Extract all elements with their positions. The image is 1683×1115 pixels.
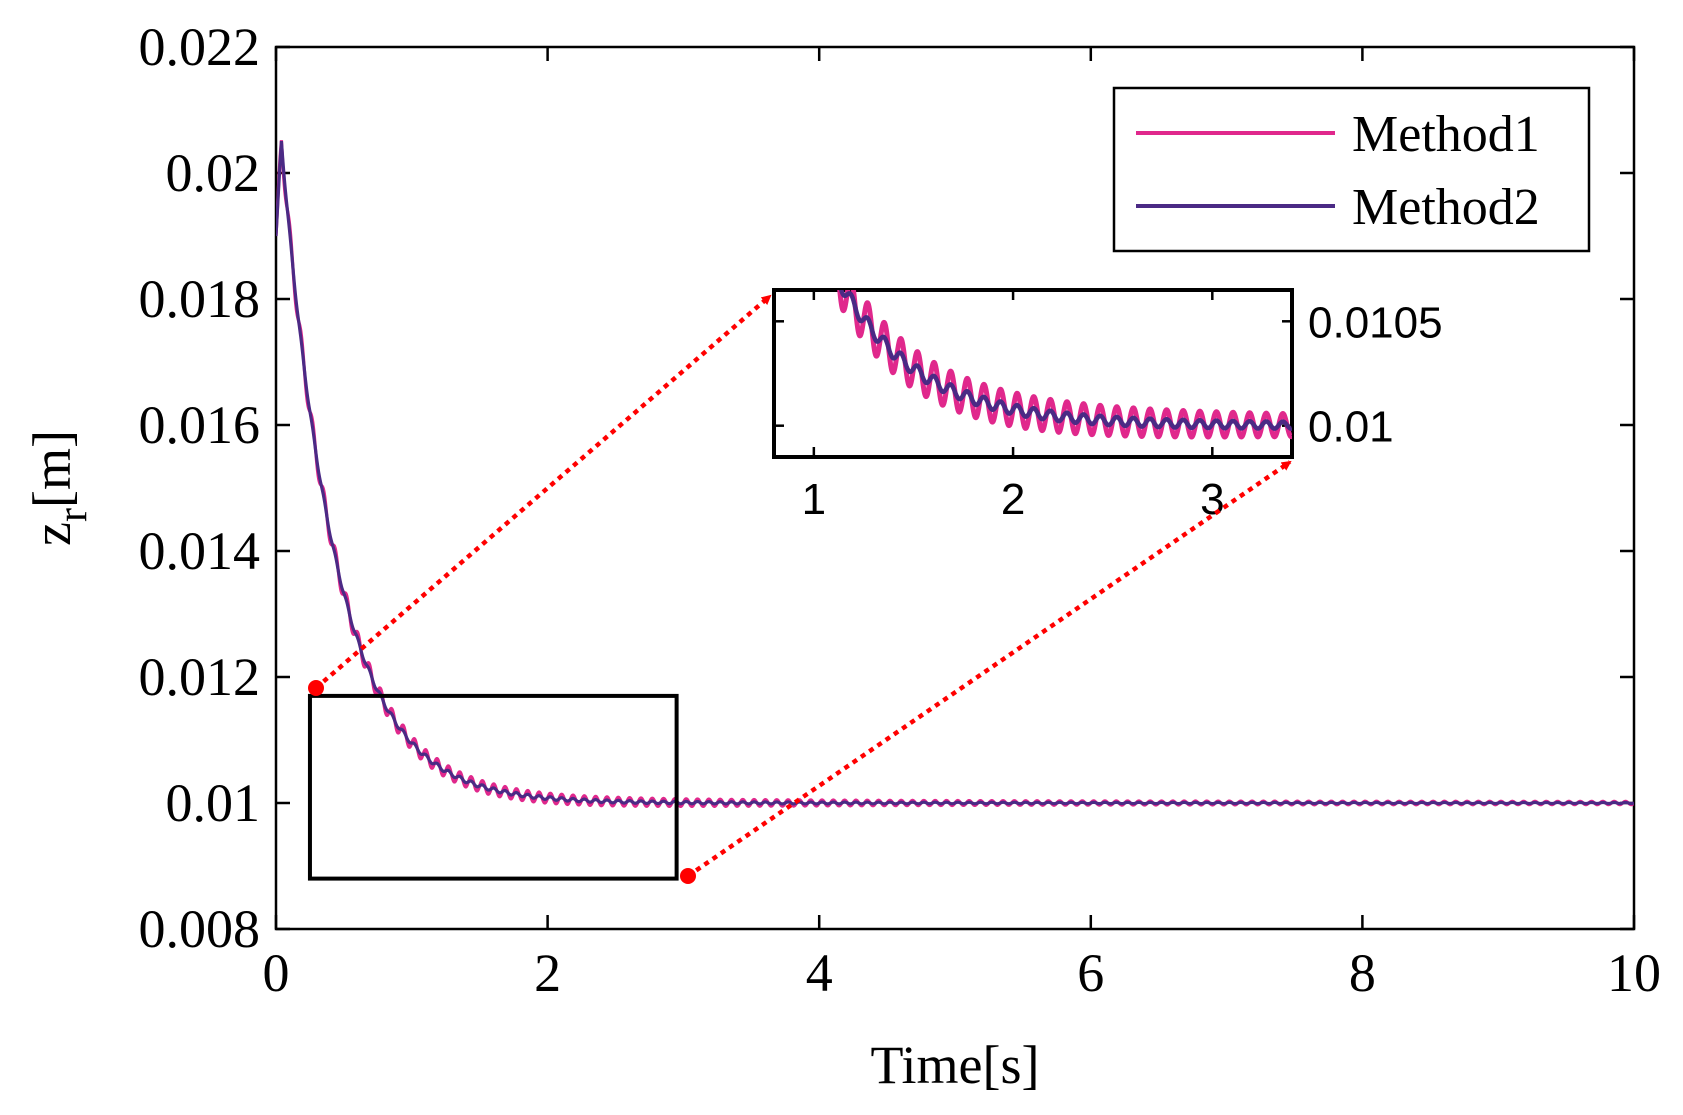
x-tick-label: 0 xyxy=(263,943,290,1003)
inset-y-tick-label: 0.0105 xyxy=(1308,298,1443,347)
legend-label-method1: Method1 xyxy=(1352,106,1540,163)
inset-x-tick-label: 3 xyxy=(1200,475,1224,524)
y-axis-label-main: z xyxy=(22,522,82,546)
x-tick-label: 2 xyxy=(534,943,561,1003)
y-tick-label: 0.022 xyxy=(139,17,261,77)
legend: Method1 Method2 xyxy=(1112,86,1591,253)
y-tick-label: 0.012 xyxy=(139,647,261,707)
legend-label-method2: Method2 xyxy=(1352,179,1540,236)
x-tick-label: 10 xyxy=(1607,943,1661,1003)
inset-x-tick-label: 2 xyxy=(1001,475,1025,524)
zoom-region-box xyxy=(307,693,679,881)
inset-frame xyxy=(772,288,1294,459)
inset-x-tick-label: 1 xyxy=(802,475,826,524)
zoom-connectors xyxy=(308,294,1292,884)
inset-plot: 1 2 3 0.01 0.0105 xyxy=(772,288,1443,524)
inset-x-axis-ticks: 1 2 3 xyxy=(802,290,1225,524)
y-tick-label: 0.014 xyxy=(139,521,261,581)
x-axis-ticks: 0 2 4 6 8 10 xyxy=(263,47,1661,1003)
connector-arrow-bottom xyxy=(686,460,1292,878)
inset-series-method1-line xyxy=(837,290,1292,440)
y-axis-label-sub: r xyxy=(50,508,96,522)
y-tick-label: 0.01 xyxy=(166,773,261,833)
y-tick-label: 0.018 xyxy=(139,269,261,329)
connector-dot-top xyxy=(308,680,324,696)
x-tick-label: 4 xyxy=(806,943,833,1003)
x-axis-label: Time[s] xyxy=(870,1035,1039,1095)
inset-series-method2-line xyxy=(838,290,1292,431)
x-tick-label: 6 xyxy=(1077,943,1104,1003)
x-tick-label: 8 xyxy=(1349,943,1376,1003)
y-axis-label-unit: [m] xyxy=(22,430,82,508)
series-method2-line xyxy=(276,141,1634,806)
legend-box xyxy=(1112,86,1591,253)
connector-dot-bottom xyxy=(680,868,696,884)
y-axis-label: zr[m] xyxy=(22,430,96,546)
y-tick-label: 0.008 xyxy=(139,899,261,959)
inset-y-tick-label: 0.01 xyxy=(1308,403,1394,452)
svg-text:zr[m]: zr[m] xyxy=(22,430,96,546)
y-tick-label: 0.02 xyxy=(166,143,261,203)
y-tick-label: 0.016 xyxy=(139,395,261,455)
inset-y-axis-ticks: 0.01 0.0105 xyxy=(774,298,1443,452)
